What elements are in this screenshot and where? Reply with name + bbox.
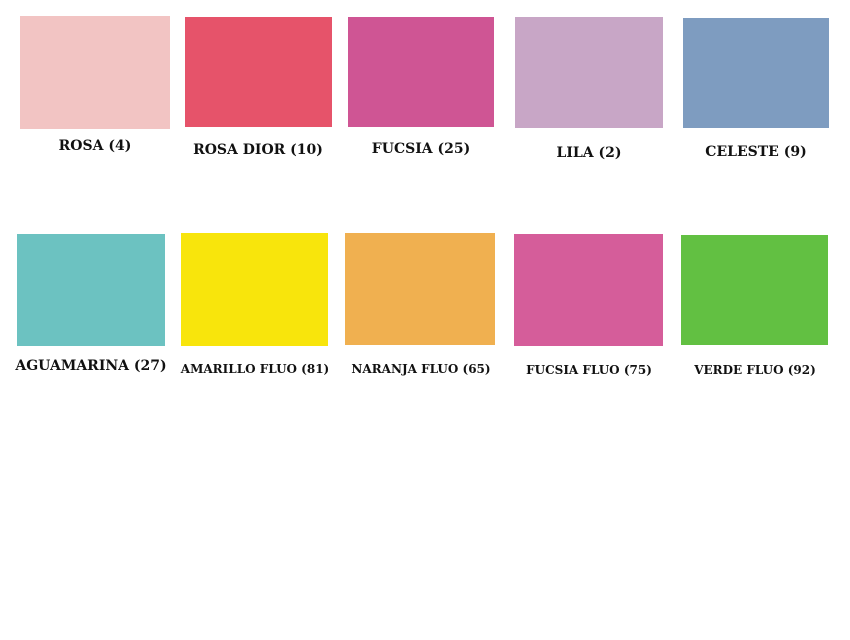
color-swatch [348, 17, 494, 127]
swatch-label: VERDE FLUO (92) [694, 363, 816, 377]
swatch-label: NARANJA FLUO (65) [351, 362, 491, 376]
color-swatch [515, 17, 663, 128]
color-swatch [20, 16, 170, 129]
color-swatch [17, 234, 165, 346]
swatch-label: FUCSIA (25) [371, 141, 471, 157]
swatch-label: FUCSIA FLUO (75) [526, 363, 652, 377]
color-swatch [514, 234, 663, 346]
color-swatch [681, 235, 828, 345]
swatch-label: AMARILLO FLUO (81) [180, 362, 330, 376]
swatch-label: CELESTE (9) [705, 144, 807, 160]
swatch-label: LILA (2) [556, 145, 622, 161]
color-swatch [345, 233, 495, 345]
swatch-label: ROSA DIOR (10) [193, 142, 323, 158]
swatch-label: AGUAMARINA (27) [15, 358, 167, 374]
color-swatch [683, 18, 829, 128]
swatch-label: ROSA (4) [58, 138, 132, 154]
color-swatch [185, 17, 332, 127]
color-swatch [181, 233, 328, 346]
